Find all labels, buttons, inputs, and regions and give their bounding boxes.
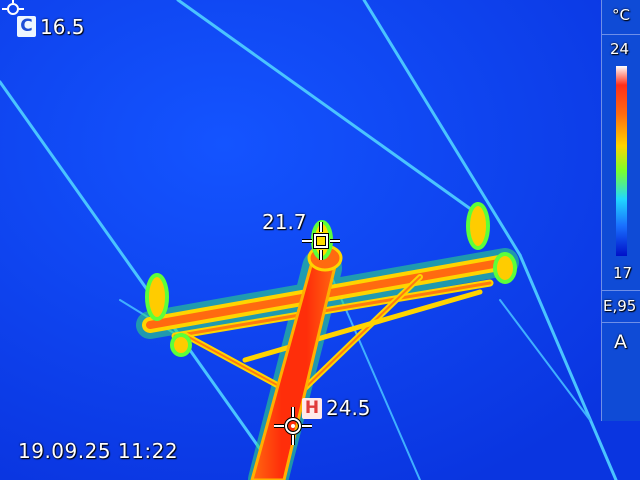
center-spot-temperature: 21.7 xyxy=(262,210,307,234)
color-palette-bar xyxy=(616,66,627,256)
unit-box xyxy=(602,0,640,35)
cold-spot-marker-icon xyxy=(2,0,24,15)
scale-min-value: 17 xyxy=(613,264,633,282)
center-crosshair-icon xyxy=(302,222,340,260)
power-lines xyxy=(0,0,618,480)
temperature-unit: °C xyxy=(612,6,630,24)
hot-spot-badge: H xyxy=(302,398,322,419)
capture-timestamp: 19.09.25 11:22 xyxy=(18,439,179,463)
range-box xyxy=(602,34,640,291)
cold-spot-temperature: 16.5 xyxy=(40,15,85,39)
range-mode-label: A xyxy=(614,331,627,353)
cold-spot-badge: C xyxy=(17,16,36,37)
scale-max-value: 24 xyxy=(610,40,630,58)
emissivity-box[interactable] xyxy=(602,291,640,323)
emissivity-value: E,95 xyxy=(603,297,637,315)
insulators xyxy=(145,202,517,357)
hot-spot-crosshair-icon xyxy=(274,407,312,445)
temperature-scale-panel: °C 24 17 E,95 A xyxy=(601,0,640,421)
hot-spot-temperature: 24.5 xyxy=(326,396,371,420)
